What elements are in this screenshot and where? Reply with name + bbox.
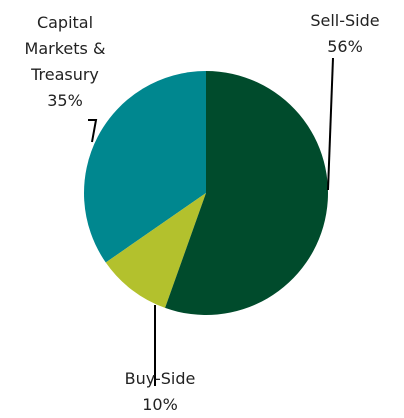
pie-slice — [83, 71, 206, 263]
slice-value-label: 10% — [142, 395, 178, 414]
leader-line — [88, 119, 98, 143]
slice-label: Sell-Side — [310, 11, 380, 30]
pie-slice — [105, 193, 206, 308]
slice-value-label: 56% — [327, 37, 363, 56]
slice-label: Buy-Side — [124, 369, 196, 388]
slice-label: Capital Markets & Treasury — [24, 13, 106, 84]
pie-slice — [165, 71, 329, 315]
leader-line — [327, 57, 334, 191]
slice-value-label: 35% — [47, 91, 83, 110]
